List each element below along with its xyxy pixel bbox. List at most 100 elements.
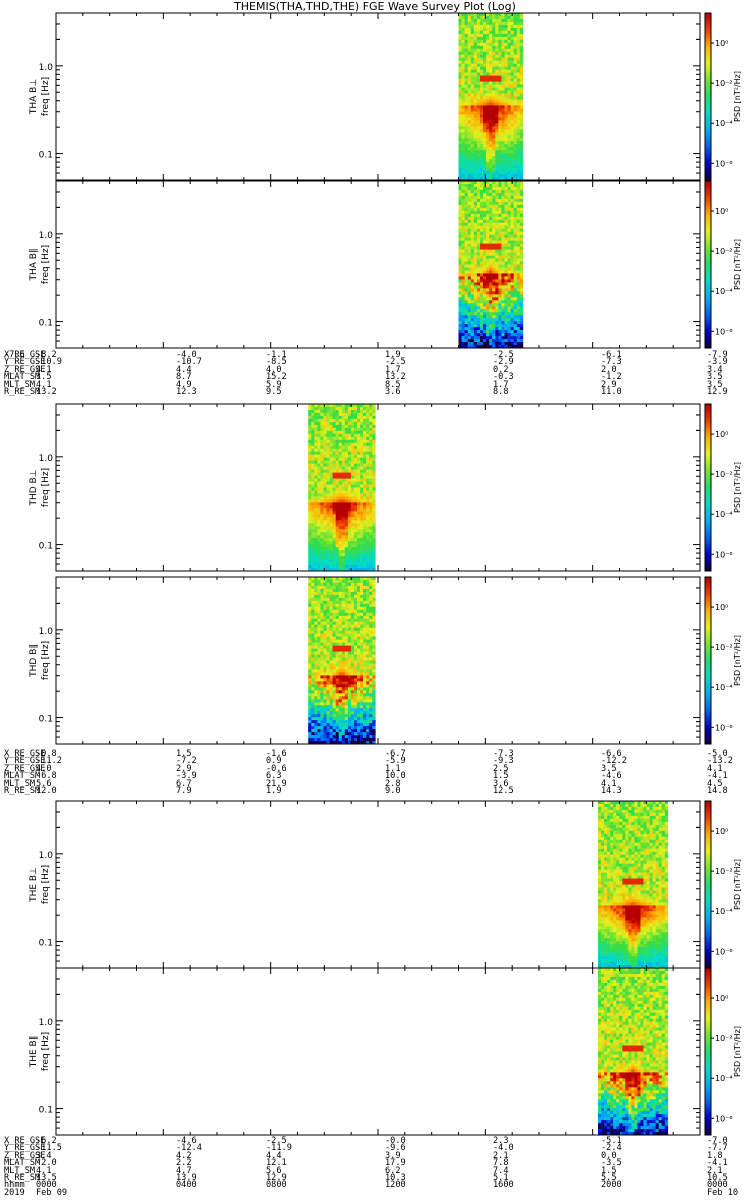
ephemeris-value: 6.3 — [266, 771, 282, 782]
spectrogram-thd-b-perp — [308, 404, 376, 572]
ephemeris-label: X_RE_GSE — [4, 749, 46, 759]
spectrogram-the-b-perp — [598, 801, 669, 969]
ephemeris-value: 4.1 — [36, 364, 52, 375]
colorbar-tick: 10⁰ — [715, 827, 728, 836]
ephemeris-row: R_RE_SM 13.5 13.9 12.9 10.3 5.1 5.5 10.5 — [4, 1172, 750, 1183]
ephemeris-label: Y_RE_GSE — [4, 1143, 46, 1154]
ephemeris-label: Y_RE_GSE — [4, 756, 46, 767]
ephemeris-value: -2.9 — [493, 357, 514, 368]
ephemeris-value: 4.2 — [176, 1150, 192, 1161]
ephemeris-value: -7.3 — [601, 357, 622, 368]
ephemeris-value: -0.3 — [493, 372, 514, 383]
ephemeris-value: 14.3 — [601, 785, 622, 796]
panel-the-b-perp: 1.0 0.1 THE B⊥ freq [Hz] 10⁰ 10⁻² 10⁻⁴ 10⁻⁶ PSD … — [29, 800, 742, 969]
ephemeris-value: 1.5 — [601, 1165, 617, 1176]
date-label: 2019 — [4, 1187, 25, 1198]
ephemeris-value: 6.7 — [176, 778, 192, 789]
panel-tha-b-perp: 1.0 0.1 THA B⊥ freq [Hz] 10⁰ 10⁻² 10⁻⁴ 10⁻⁶ PSD … — [29, 12, 742, 181]
ephemeris-value: -6.2 — [36, 1136, 57, 1146]
ephemeris-value: -10.9 — [36, 357, 62, 368]
colorbar-tick: 10⁻² — [715, 247, 733, 256]
colorbar-label: PSD [nT²/Hz] — [733, 1026, 742, 1077]
colorbar-tick: 10⁻² — [715, 867, 733, 876]
ephemeris-value: -4.1 — [707, 771, 728, 782]
date-row: 2019 Feb 09 Feb 10 — [4, 1187, 750, 1198]
page-title: THEMIS(THA,THD,THE) FGE Wave Survey Plot… — [234, 0, 516, 13]
ephemeris-value: 3.5 — [707, 372, 723, 383]
ytick-label: 1.0 — [39, 1018, 54, 1028]
ephemeris-value: 2.3 — [493, 1136, 509, 1146]
panel-ylabel: THE B⊥ — [29, 867, 39, 903]
ephemeris-value: -6.1 — [601, 350, 622, 360]
colorbar-tick: 10⁰ — [715, 207, 728, 216]
ephemeris-value: -1.6 — [266, 749, 287, 759]
date-label: Feb 09 — [36, 1187, 68, 1198]
ephemeris-label: Z_RE_GSE — [4, 1150, 46, 1161]
colorbar-tick: 10⁻⁴ — [715, 683, 733, 692]
panel-ylabel: THD B∥ — [29, 644, 39, 678]
colorbar: 10⁰ 10⁻² 10⁻⁴ 10⁻⁶ PSD [nT²/Hz] — [704, 403, 742, 572]
ephemeris-value: 1.7 — [493, 379, 509, 390]
ephemeris-value: -13.2 — [707, 756, 733, 767]
ephemeris-value: 7.4 — [493, 1165, 509, 1176]
ephemeris-value: -5.0 — [707, 749, 728, 759]
colorbar: 10⁰ 10⁻² 10⁻⁴ 10⁻⁶ PSD [nT²/Hz] — [704, 576, 742, 745]
ytick-label: 0.1 — [39, 319, 53, 329]
ephemeris-value: -6.7 — [385, 749, 406, 759]
ephemeris-label: MLT_SM — [4, 379, 36, 390]
ephemeris-value: 13.5 — [36, 1172, 57, 1183]
ytick-label: 1.0 — [39, 231, 54, 241]
ephemeris-value: -11.9 — [266, 1143, 292, 1154]
ephemeris-row: Z_RE_GSE 4.1 4.4 4.0 1.7 0.2 2.0 3.4 — [4, 364, 750, 375]
ephemeris-label: MLAT_SM — [4, 771, 41, 782]
ephemeris-value: 9.5 — [266, 386, 282, 397]
panel-tha-b-par: 1.0 0.1 THA B∥ freq [Hz] 10⁰ 10⁻² 10⁻⁴ 10⁻⁶ PSD … — [29, 180, 742, 349]
ephemeris-value: -2.5 — [385, 357, 406, 368]
ytick-label: 0.1 — [39, 1106, 53, 1116]
ephemeris-value: 8.8 — [493, 386, 509, 397]
ephemeris-label: R_RE_SM — [4, 785, 41, 796]
ephemeris-value: 11.0 — [601, 386, 622, 397]
ephemeris-row: X_RE_GSE -0.8 1.5 -1.6 -6.7 -7.3 -6.6 -5.0 — [4, 749, 750, 759]
ephemeris-row: Z_RE_GSE 3.4 4.2 4.4 3.9 2.1 0.0 1.8 — [4, 1150, 750, 1161]
colorbar-label: PSD [nT²/Hz] — [733, 71, 742, 122]
time-tick-label: 0800 — [266, 1180, 287, 1191]
time-tick-label: 1600 — [493, 1180, 514, 1191]
ephemeris-label: Z_RE_GSE — [4, 364, 46, 375]
panel-ylabel: THE B∥ — [29, 1036, 39, 1069]
time-axis-row: hhmm 0000 0400 0800 1200 1600 2000 0000 — [4, 1180, 750, 1191]
panel-yunit: freq [Hz] — [41, 245, 51, 284]
ephemeris-value: -3.9 — [707, 357, 728, 368]
colorbar-label: PSD [nT²/Hz] — [733, 859, 742, 910]
ephemeris-row: MLT_SM 4.1 4.7 5.6 6.2 7.4 1.5 2.1 — [4, 1165, 750, 1176]
ephemeris-value: -2.5 — [266, 1136, 287, 1146]
ephemeris-value: 4.4 — [176, 364, 192, 375]
ephemeris-value: 3.6 — [493, 778, 509, 789]
ephemeris-row: Z_RE_GSE 4.0 2.9 -0.6 1.1 2.5 3.5 4.1 — [4, 764, 750, 773]
ephemeris-value: 6.2 — [385, 1165, 401, 1176]
ephemeris-value: -2.0 — [36, 1158, 57, 1169]
ephemeris-label: MLT_SM — [4, 778, 36, 789]
colorbar-tick: 10⁻⁴ — [715, 907, 733, 916]
colorbar-tick: 10⁻² — [715, 1034, 733, 1043]
ephemeris-value: -0.0 — [385, 1136, 406, 1146]
ephemeris-value: 12.1 — [266, 1158, 287, 1169]
colorbar: 10⁰ 10⁻² 10⁻⁴ 10⁻⁶ PSD [nT²/Hz] — [704, 800, 742, 969]
ephemeris-value: 10.3 — [385, 1172, 406, 1183]
colorbar: 10⁰ 10⁻² 10⁻⁴ 10⁻⁶ PSD [nT²/Hz] — [704, 967, 742, 1136]
ephemeris-value: 3.4 — [707, 364, 723, 375]
ephemeris-row: X_RE_GSE -8.2 -4.0 -1.1 1.9 -2.5 -6.1 -7.9 -7.6 — [4, 350, 750, 360]
panel-yunit: freq [Hz] — [41, 865, 51, 904]
ephemeris-value: 3.9 — [385, 1150, 401, 1161]
ephemeris-value: 12.3 — [176, 386, 197, 397]
ephemeris-value: 13.2 — [385, 372, 406, 383]
ephemeris-label: Y_RE_GSE — [4, 357, 46, 368]
ephemeris-value: 0.2 — [493, 364, 509, 375]
ephemeris-value: 21.9 — [266, 778, 287, 789]
ephemeris-value: -6.6 — [601, 749, 622, 759]
ytick-label: 1.0 — [39, 627, 54, 637]
ephemeris-value: 5.9 — [266, 379, 282, 390]
ephemeris-row: MLT_SM 4.1 4.9 5.9 8.5 1.7 2.9 3.5 — [4, 379, 750, 390]
ephemeris-value: 4.4 — [266, 1150, 282, 1161]
